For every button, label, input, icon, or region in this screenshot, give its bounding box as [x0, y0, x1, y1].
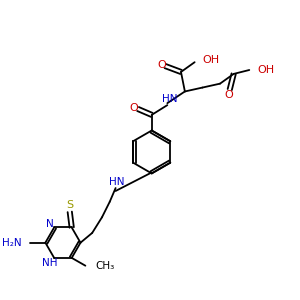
Text: NH: NH — [41, 258, 57, 268]
Text: S: S — [66, 200, 73, 210]
Text: O: O — [130, 103, 139, 113]
Text: CH₃: CH₃ — [95, 261, 114, 271]
Text: OH: OH — [257, 65, 274, 75]
Text: HN: HN — [161, 94, 177, 104]
Text: O: O — [224, 90, 233, 100]
Text: HN: HN — [109, 177, 124, 187]
Text: N: N — [46, 219, 54, 229]
Text: H₂N: H₂N — [2, 238, 22, 248]
Text: O: O — [157, 60, 166, 70]
Text: OH: OH — [202, 55, 220, 65]
